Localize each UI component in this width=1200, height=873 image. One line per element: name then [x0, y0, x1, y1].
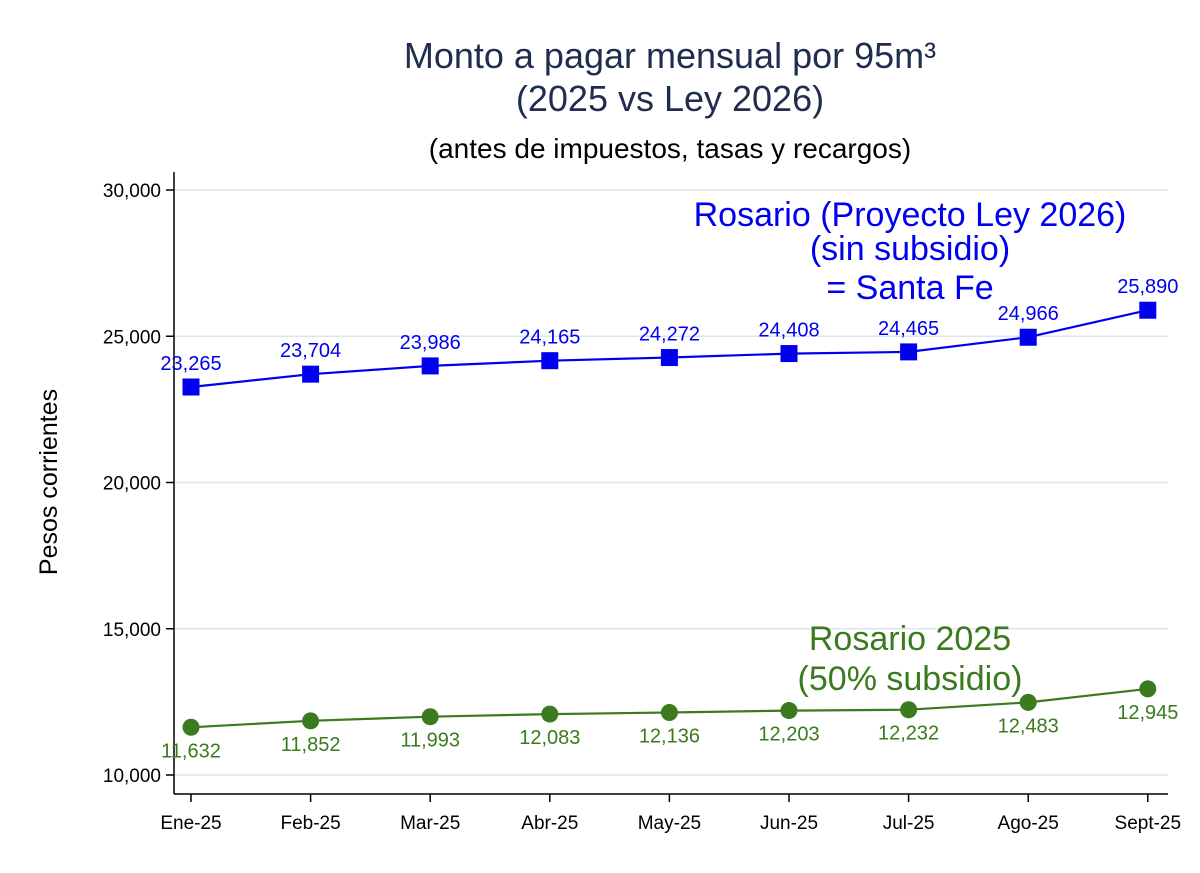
series-annotation: (50% subsidio)	[798, 660, 1023, 698]
y-tick-label: 15,000	[103, 620, 161, 641]
data-point-circle	[1139, 680, 1157, 698]
x-tick-label: Feb-25	[280, 813, 340, 834]
x-tick-label: Jul-25	[883, 813, 935, 834]
data-point-circle	[780, 702, 798, 720]
x-tick-label: May-25	[638, 813, 701, 834]
data-label: 12,136	[639, 726, 700, 748]
data-label: 12,483	[998, 715, 1059, 737]
data-point-square	[660, 349, 678, 367]
plot-area: 10,000 15,000 20,000 25,000 30,000 Ene-25 Feb-…	[103, 172, 1181, 834]
data-point-square	[421, 357, 439, 375]
series-annotation: (sin subsidio)	[810, 230, 1010, 268]
data-label: 24,272	[639, 324, 700, 346]
data-label: 24,966	[998, 303, 1059, 325]
data-point-square	[302, 365, 320, 383]
data-point-circle	[541, 705, 559, 723]
data-point-square	[182, 378, 200, 396]
data-label: 11,632	[161, 740, 221, 762]
x-tick-label: Mar-25	[400, 813, 460, 834]
data-label: 11,993	[400, 730, 460, 752]
data-label: 24,408	[758, 320, 819, 342]
x-tick-label: Ago-25	[998, 813, 1059, 834]
data-point-circle	[421, 708, 439, 726]
y-tick-label: 30,000	[103, 181, 161, 202]
data-label: 11,852	[281, 734, 341, 756]
data-label: 23,986	[400, 332, 461, 354]
y-tick-label: 25,000	[103, 327, 161, 348]
data-point-circle	[900, 701, 918, 719]
x-tick-label: Ene-25	[160, 813, 221, 834]
chart-subtitle: (antes de impuestos, tasas y recargos)	[429, 133, 911, 164]
data-point-circle	[1019, 693, 1037, 711]
data-point-circle	[302, 712, 320, 730]
series-annotation: Rosario (Proyecto Ley 2026)	[694, 196, 1127, 234]
data-label: 12,203	[758, 724, 819, 746]
x-tick-label: Sept-25	[1115, 813, 1182, 834]
data-point-circle	[182, 718, 200, 736]
data-point-circle	[660, 704, 678, 722]
data-label: 23,704	[280, 340, 341, 362]
data-label: 12,945	[1117, 702, 1178, 724]
chart-title-line-2: (2025 vs Ley 2026)	[516, 78, 824, 119]
data-label: 25,890	[1117, 276, 1178, 298]
y-tick-label: 20,000	[103, 474, 161, 495]
y-tick-label: 10,000	[103, 766, 161, 787]
data-label: 12,232	[878, 723, 939, 745]
series-annotation: = Santa Fe	[826, 269, 993, 307]
data-label: 24,465	[878, 318, 939, 340]
series-annotation: Rosario 2025	[809, 620, 1011, 658]
data-label: 23,265	[160, 353, 221, 375]
x-tick-label: Jun-25	[760, 813, 818, 834]
data-point-square	[900, 343, 918, 361]
data-point-square	[541, 352, 559, 370]
chart-title-line-1: Monto a pagar mensual por 95m³	[404, 35, 936, 76]
y-axis-label: Pesos corrientes	[35, 389, 63, 575]
data-label: 12,083	[519, 727, 580, 749]
data-point-square	[780, 345, 798, 363]
data-point-square	[1139, 301, 1157, 319]
x-tick-label: Abr-25	[521, 813, 578, 834]
data-label: 24,165	[519, 327, 580, 349]
data-point-square	[1019, 328, 1037, 346]
